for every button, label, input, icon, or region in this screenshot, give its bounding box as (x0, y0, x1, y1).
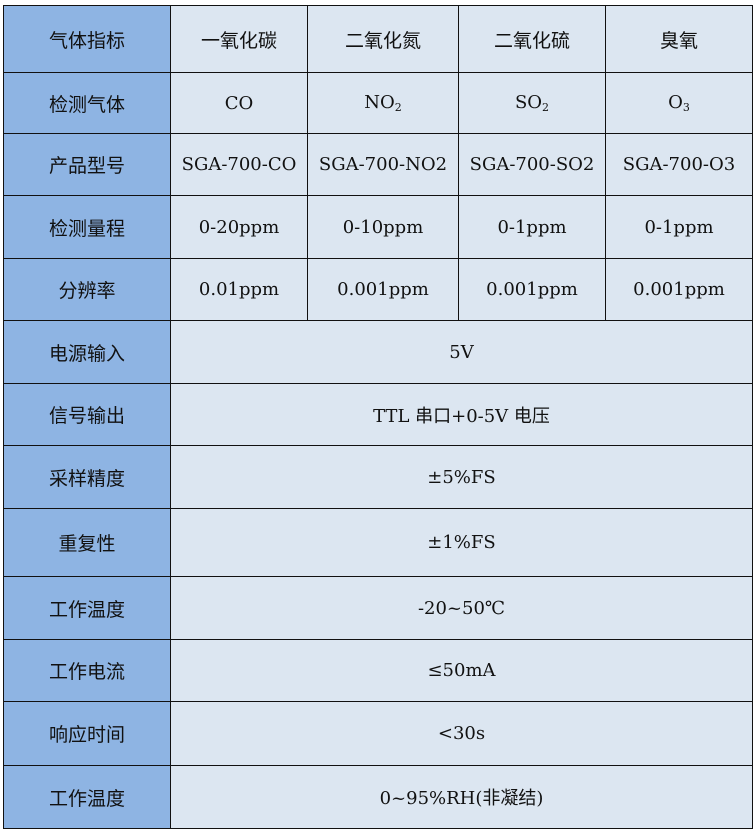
table-cell: SGA-700-NO2 (307, 133, 459, 196)
row-label: 工作温度 (3, 765, 171, 829)
cell-value: SO (514, 92, 543, 113)
table-cell: 0-1ppm (458, 195, 606, 259)
cell-value: SGA-700-SO2 (469, 154, 595, 175)
cell-value: O (668, 92, 683, 113)
merged-cell-value: 0~95%RH(非凝结) (170, 765, 753, 829)
cell-value: NO (364, 92, 395, 113)
table-row: 重复性 ±1%FS (3, 508, 753, 577)
table-row: 工作温度 0~95%RH(非凝结) (3, 765, 753, 829)
row-label: 重复性 (3, 508, 171, 577)
merged-cell-value: ±5%FS (170, 445, 753, 509)
row-label: 响应时间 (3, 701, 171, 766)
row-label: 检测量程 (3, 195, 171, 259)
cell-value: 0-10ppm (342, 216, 424, 238)
header-row: 气体指标 一氧化碳 二氧化氮 二氧化硫 臭氧 (3, 5, 753, 73)
table-cell: 0.001ppm (458, 258, 606, 321)
cell-value: 0-1ppm (644, 216, 714, 238)
table-cell: CO (170, 72, 308, 134)
gas-header: 二氧化氮 (307, 5, 459, 73)
row-label: 采样精度 (3, 445, 171, 509)
row-label: 产品型号 (3, 133, 171, 196)
table-row: 检测量程 0-20ppm 0-10ppm 0-1ppm 0-1ppm (3, 195, 753, 259)
merged-cell-value: <30s (170, 701, 753, 766)
row-label: 分辨率 (3, 258, 171, 321)
table-cell: SO2 (458, 72, 606, 134)
table-row: 响应时间 <30s (3, 701, 753, 766)
table-cell: SGA-700-O3 (605, 133, 753, 196)
row-label: 检测气体 (3, 72, 171, 134)
row-label: 信号输出 (3, 383, 171, 446)
table-row: 工作电流 ≤50mA (3, 639, 753, 702)
row-label: 工作温度 (3, 576, 171, 640)
table-row: 信号输出 TTL 串口+0-5V 电压 (3, 383, 753, 446)
table-row: 检测气体 CO NO2 SO2 O3 (3, 72, 753, 134)
cell-value: SGA-700-O3 (622, 154, 736, 175)
table-cell: NO2 (307, 72, 459, 134)
spec-table: 气体指标 一氧化碳 二氧化氮 二氧化硫 臭氧 检测气体 CO NO2 SO2 O3 产品型号 SGA-… (3, 5, 753, 829)
table-cell: 0.01ppm (170, 258, 308, 321)
table-cell: 0-1ppm (605, 195, 753, 259)
cell-value: 0.001ppm (633, 279, 725, 300)
table-cell: O3 (605, 72, 753, 134)
merged-cell-value: -20~50℃ (170, 576, 753, 640)
table-cell: 0-20ppm (170, 195, 308, 259)
gas-header: 二氧化硫 (458, 5, 606, 73)
table-cell: 0.001ppm (605, 258, 753, 321)
row-label: 工作电流 (3, 639, 171, 702)
table-cell: 0.001ppm (307, 258, 459, 321)
cell-value: 0-1ppm (497, 216, 567, 238)
cell-value: 0.01ppm (198, 279, 280, 300)
gas-header: 臭氧 (605, 5, 753, 73)
cell-value: SGA-700-NO2 (318, 154, 448, 175)
merged-cell-value: 5V (170, 320, 753, 384)
cell-value: 0-20ppm (198, 216, 280, 238)
table-row: 分辨率 0.01ppm 0.001ppm 0.001ppm 0.001ppm (3, 258, 753, 321)
cell-value: 0.001ppm (337, 279, 429, 300)
cell-value: 0.001ppm (486, 279, 578, 300)
gas-header: 一氧化碳 (170, 5, 308, 73)
table-cell: SGA-700-CO (170, 133, 308, 196)
cell-value: CO (224, 92, 254, 114)
table-cell: SGA-700-SO2 (458, 133, 606, 196)
table-row: 电源输入 5V (3, 320, 753, 384)
table-cell: 0-10ppm (307, 195, 459, 259)
table-row: 采样精度 ±5%FS (3, 445, 753, 509)
merged-cell-value: ±1%FS (170, 508, 753, 577)
cell-value: SGA-700-CO (181, 154, 297, 175)
table-row: 产品型号 SGA-700-CO SGA-700-NO2 SGA-700-SO2 SGA-… (3, 133, 753, 196)
subscript: 3 (682, 101, 690, 114)
merged-cell-value: ≤50mA (170, 639, 753, 702)
row-label: 气体指标 (3, 5, 171, 73)
subscript: 2 (542, 101, 550, 114)
subscript: 2 (394, 101, 402, 114)
merged-cell-value: TTL 串口+0-5V 电压 (170, 383, 753, 446)
row-label: 电源输入 (3, 320, 171, 384)
table-row: 工作温度 -20~50℃ (3, 576, 753, 640)
